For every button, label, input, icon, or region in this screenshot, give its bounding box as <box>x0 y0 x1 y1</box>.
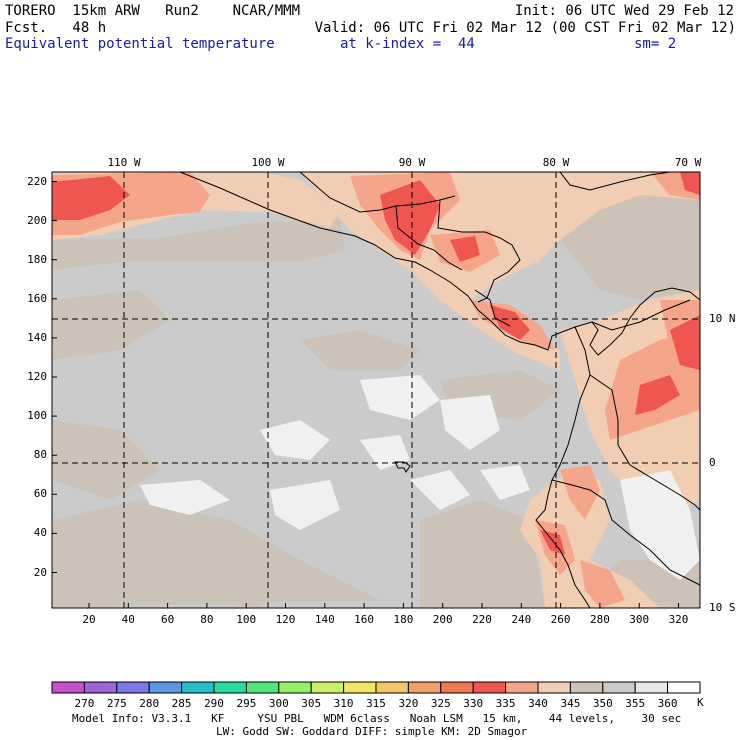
colorbar-label: 315 <box>366 697 386 710</box>
y-index-label: 220 <box>27 174 47 188</box>
x-index-label: 280 <box>589 613 610 626</box>
x-index-label: 120 <box>275 613 296 626</box>
colorbar-swatch <box>181 681 215 694</box>
x-index-label: 220 <box>472 613 492 626</box>
colorbar-swatch <box>667 681 701 694</box>
colorbar-label: 275 <box>106 697 127 710</box>
colorbar-swatch <box>245 681 280 694</box>
latitude-label: 10 S <box>709 601 736 614</box>
latitude-label: 0 <box>709 456 716 469</box>
x-index-label: 260 <box>550 613 571 626</box>
model-info-line2: LW: Godd SW: Goddard DIFF: simple KM: 2D… <box>216 725 528 738</box>
colorbar-unit: K <box>697 696 704 709</box>
colorbar-swatch <box>472 681 507 694</box>
colorbar-swatch <box>116 681 150 694</box>
longitude-label: 90 W <box>398 156 426 169</box>
colorbar-label: 325 <box>430 697 451 710</box>
colorbar-label: 305 <box>301 697 322 710</box>
colorbar-label: 345 <box>560 697 581 710</box>
header-left-line2: Fcst. 48 h <box>5 20 107 36</box>
level-label: at k-index = 44 <box>340 36 475 52</box>
colorbar-swatch <box>440 681 474 694</box>
x-index-label: 300 <box>629 613 650 626</box>
y-index-label: 140 <box>27 330 47 344</box>
longitude-label: 80 W <box>542 156 570 169</box>
colorbar-label: 350 <box>592 697 613 710</box>
smoothing-label: sm= 2 <box>634 36 677 52</box>
colorbar-swatch <box>407 681 442 694</box>
y-index-label: 180 <box>27 252 47 266</box>
y-index-label: 60 <box>33 487 47 501</box>
colorbar-swatch <box>148 681 183 694</box>
x-index-label: 240 <box>511 613 532 626</box>
theta-e-field <box>52 172 700 608</box>
y-index-label: 20 <box>33 565 47 579</box>
colorbar-label: 280 <box>139 697 160 710</box>
colorbar-label: 295 <box>236 697 257 710</box>
colorbar-label: 285 <box>171 697 192 710</box>
colorbar-swatch <box>343 681 377 694</box>
colorbar-swatch <box>505 681 539 694</box>
header-right-line2: Valid: 06 UTC Fri 02 Mar 12 (00 CST Fri … <box>314 20 736 36</box>
y-index-label: 160 <box>27 291 47 305</box>
colorbar-swatch <box>310 681 345 694</box>
colorbar-swatch <box>83 681 118 694</box>
x-index-label: 320 <box>668 613 689 626</box>
colorbar-label: 320 <box>398 697 419 710</box>
x-index-label: 40 <box>121 613 135 626</box>
y-index-label: 40 <box>33 526 47 540</box>
x-index-label: 160 <box>354 613 375 626</box>
y-index-ticks <box>52 181 57 573</box>
x-index-label: 80 <box>200 613 214 626</box>
colorbar-label: 300 <box>268 697 289 710</box>
y-index-label: 100 <box>27 409 47 423</box>
colorbar-swatch <box>278 681 312 694</box>
colorbar-label: 340 <box>528 697 548 710</box>
model-info-line1: Model Info: V3.3.1 KF YSU PBL WDM 6class… <box>72 712 682 725</box>
y-index-label: 80 <box>33 448 47 462</box>
colorbar-label: 355 <box>625 697 646 710</box>
colorbar-label: 310 <box>333 697 354 710</box>
coastlines <box>179 172 700 608</box>
x-index-label: 60 <box>160 613 175 626</box>
x-index-label: 20 <box>82 613 96 626</box>
longitude-label: 110 W <box>107 156 141 169</box>
x-index-label: 200 <box>432 613 453 626</box>
colorbar-swatch <box>569 681 604 694</box>
colorbar <box>51 681 701 694</box>
longitude-label: 100 W <box>251 156 285 169</box>
y-index-label: 200 <box>27 213 47 227</box>
field-title: Equivalent potential temperature <box>5 36 275 52</box>
x-index-label: 100 <box>236 613 257 626</box>
x-index-label: 180 <box>393 613 414 626</box>
colorbar-swatch <box>602 681 636 694</box>
latitude-label: 10 N <box>709 312 736 325</box>
colorbar-swatch <box>537 681 571 694</box>
x-index-ticks <box>88 603 679 608</box>
x-index-label: 140 <box>314 613 335 626</box>
colorbar-label: 270 <box>74 697 95 710</box>
colorbar-swatch <box>375 681 409 694</box>
longitude-label: 70 W <box>674 156 702 169</box>
colorbar-swatch <box>51 681 85 694</box>
header-left-line1: TORERO 15km ARW Run2 NCAR/MMM <box>5 3 301 19</box>
colorbar-label: 335 <box>495 697 516 710</box>
colorbar-label: 360 <box>657 697 678 710</box>
colorbar-swatch <box>213 681 247 694</box>
colorbar-label: 290 <box>204 697 224 710</box>
colorbar-label: 330 <box>463 697 484 710</box>
header-right-line1: Init: 06 UTC Wed 29 Feb 12 <box>514 3 734 19</box>
plot-frame <box>51 171 701 609</box>
colorbar-swatch <box>634 681 669 694</box>
y-index-label: 120 <box>27 370 47 383</box>
